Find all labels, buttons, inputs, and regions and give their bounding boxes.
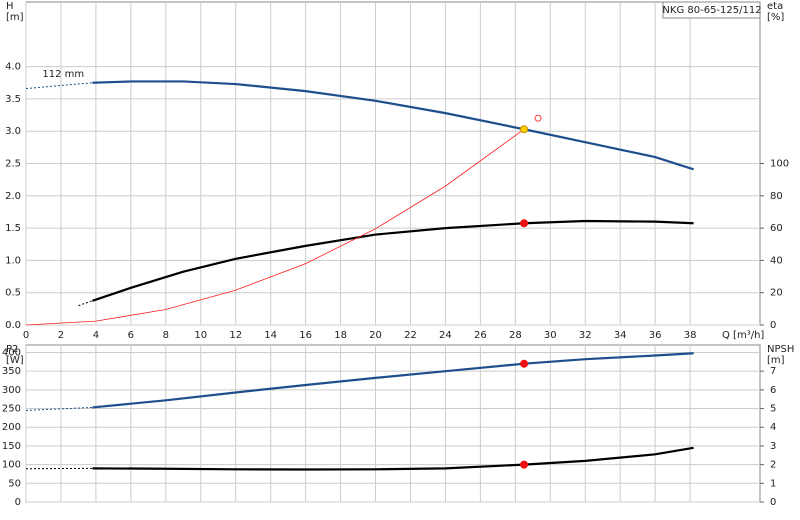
y2-tick-label: 6 xyxy=(770,385,776,396)
y2-axis-label: [m] xyxy=(767,355,785,366)
curve-label: 112 mm xyxy=(42,69,84,80)
x-tick-label: 0 xyxy=(23,330,29,341)
y-tick-label: 100 xyxy=(2,460,21,471)
y-axis-label: [W] xyxy=(6,355,24,366)
curve xyxy=(92,80,694,171)
y2-tick-label: 20 xyxy=(770,288,783,299)
x-tick-label: 28 xyxy=(509,330,522,341)
y2-tick-label: 7 xyxy=(770,366,776,377)
duty-point xyxy=(520,125,529,134)
curve-extension xyxy=(25,406,93,411)
y2-tick-label: 2 xyxy=(770,460,776,471)
plot-area xyxy=(25,344,761,503)
y-tick-label: 3.5 xyxy=(5,94,21,105)
y-tick-label: 4.0 xyxy=(5,62,21,73)
x-tick-label: 12 xyxy=(229,330,242,341)
y-tick-label: 50 xyxy=(8,478,21,489)
curve xyxy=(92,352,694,409)
curve xyxy=(92,446,694,471)
y2-tick-label: 4 xyxy=(770,422,776,433)
y-tick-label: 300 xyxy=(2,385,21,396)
x-tick-label: 36 xyxy=(649,330,662,341)
y-tick-label: 2.0 xyxy=(5,191,21,202)
x-tick-label: 24 xyxy=(439,330,452,341)
x-tick-label: 14 xyxy=(264,330,277,341)
x-tick-label: 26 xyxy=(474,330,487,341)
curve-extension xyxy=(78,300,93,307)
y-tick-label: 250 xyxy=(2,404,21,415)
x-tick-label: 38 xyxy=(684,330,697,341)
x-tick-label: 16 xyxy=(299,330,312,341)
x-tick-label: 8 xyxy=(163,330,169,341)
y2-tick-label: 3 xyxy=(770,441,776,452)
x-tick-label: 18 xyxy=(334,330,347,341)
x-tick-label: 30 xyxy=(544,330,557,341)
y2-tick-label: 0 xyxy=(770,497,776,508)
duty-point xyxy=(534,114,542,122)
y2-tick-label: 0 xyxy=(770,320,776,331)
y2-tick-label: 80 xyxy=(770,191,783,202)
y2-tick-label: 100 xyxy=(770,159,789,170)
y2-tick-label: 40 xyxy=(770,255,783,266)
x-tick-label: 4 xyxy=(93,330,99,341)
y-tick-label: 2.5 xyxy=(5,159,21,170)
y2-axis-label: [%] xyxy=(767,12,784,23)
curve xyxy=(25,128,525,326)
y-tick-label: 350 xyxy=(2,366,21,377)
y-axis-label: H xyxy=(6,1,14,12)
y-tick-label: 0.0 xyxy=(5,320,21,331)
y-axis-label: [m] xyxy=(6,12,24,23)
x-tick-label: 10 xyxy=(194,330,207,341)
y-tick-label: 200 xyxy=(2,422,21,433)
title-box xyxy=(662,1,761,19)
y-tick-label: 1.0 xyxy=(5,255,21,266)
x-tick-label: 20 xyxy=(369,330,382,341)
chart-title: NKG 80-65-125/112 xyxy=(662,5,761,16)
curve-extension xyxy=(25,82,93,90)
curve xyxy=(92,219,694,302)
y-tick-label: 0.5 xyxy=(5,288,21,299)
y-tick-label: 3.0 xyxy=(5,126,21,137)
x-tick-label: 2 xyxy=(58,330,64,341)
duty-point xyxy=(520,460,529,469)
x-tick-label: 22 xyxy=(404,330,417,341)
y-axis-label: P2 xyxy=(6,344,18,355)
y-tick-label: 1.5 xyxy=(5,223,21,234)
x-tick-label: 6 xyxy=(128,330,134,341)
y-tick-label: 0 xyxy=(15,497,21,508)
y2-axis-label: NPSH xyxy=(767,344,794,355)
x-tick-label: 32 xyxy=(579,330,592,341)
y2-tick-label: 1 xyxy=(770,478,776,489)
y2-tick-label: 5 xyxy=(770,404,776,415)
x-tick-label: 34 xyxy=(614,330,627,341)
y-tick-label: 150 xyxy=(2,441,21,452)
x-axis-label: Q [m³/h] xyxy=(722,330,764,341)
y2-axis-label: eta xyxy=(767,1,783,12)
y-tick-label: 400 xyxy=(2,347,21,358)
duty-point xyxy=(520,359,529,368)
y2-tick-label: 60 xyxy=(770,223,783,234)
duty-point xyxy=(520,219,529,228)
